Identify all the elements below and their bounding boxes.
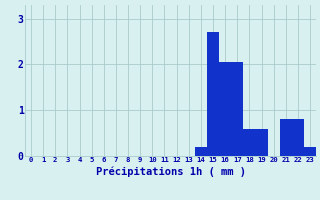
Bar bbox=[280, 119, 292, 156]
Bar bbox=[255, 129, 268, 156]
X-axis label: Précipitations 1h ( mm ): Précipitations 1h ( mm ) bbox=[96, 166, 245, 177]
Bar bbox=[207, 32, 219, 156]
Bar bbox=[304, 147, 316, 156]
Bar bbox=[231, 62, 243, 156]
Bar bbox=[195, 147, 207, 156]
Bar bbox=[219, 62, 231, 156]
Bar bbox=[243, 129, 255, 156]
Bar bbox=[292, 119, 304, 156]
